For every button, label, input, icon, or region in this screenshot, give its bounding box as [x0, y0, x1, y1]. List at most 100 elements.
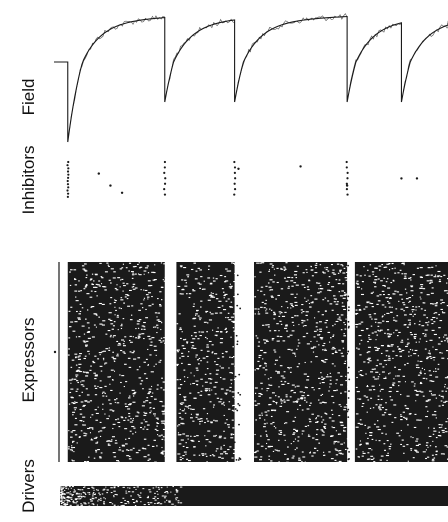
expressor-gap [445, 390, 447, 392]
expressor-gap [123, 385, 125, 388]
expressor-gap [89, 279, 92, 281]
expressor-gap [92, 362, 96, 364]
expressor-gap [439, 352, 442, 354]
expressor-gap [180, 439, 184, 441]
expressor-gap [73, 269, 77, 271]
expressor-gap [323, 451, 325, 453]
expressor-gap [184, 285, 188, 287]
expressor-gap [77, 356, 80, 358]
expressor-spike [236, 293, 239, 296]
expressor-gap [183, 396, 187, 398]
expressor-gap [385, 281, 388, 283]
expressor-gap [259, 435, 262, 437]
expressor-gap [233, 356, 235, 358]
expressor-gap [161, 453, 165, 455]
expressor-gap [328, 451, 331, 453]
expressor-gap [363, 308, 366, 310]
expressor-gap [160, 434, 163, 436]
expressor-gap [164, 276, 167, 279]
expressor-gap [128, 366, 132, 368]
expressor-gap [338, 460, 342, 462]
expressor-gap [120, 325, 123, 327]
expressor-gap [213, 419, 215, 421]
expressor-gap [218, 437, 222, 439]
expressor-gap [357, 422, 361, 424]
expressor-gap [322, 419, 325, 421]
expressor-gap [78, 313, 81, 315]
expressor-gap [280, 402, 283, 404]
driver-gap [81, 489, 84, 491]
expressor-gap [215, 369, 220, 371]
expressor-gap [180, 418, 184, 420]
expressor-gap [264, 419, 266, 421]
expressor-gap [141, 405, 145, 407]
expressor-gap [127, 408, 131, 410]
expressor-gap [294, 416, 297, 418]
expressor-gap [233, 313, 236, 315]
expressor-gap [280, 312, 283, 314]
expressor-gap [290, 304, 294, 306]
expressor-gap [233, 449, 236, 451]
expressor-gap [143, 438, 147, 440]
expressor-gap [182, 455, 185, 457]
expressor-gap [410, 279, 412, 281]
expressor-gap [422, 302, 425, 304]
expressor-gap [420, 298, 422, 300]
expressor-gap [360, 375, 364, 377]
inhibitor-spike [109, 184, 112, 187]
expressor-gap [86, 274, 88, 276]
inhibitor-spike [120, 191, 124, 194]
expressor-gap [423, 302, 426, 304]
expressor-gap [379, 300, 381, 302]
expressor-gap [187, 376, 189, 379]
expressor-gap [104, 362, 108, 364]
expressor-gap [444, 445, 448, 447]
expressor-gap [125, 405, 129, 408]
expressor-gap [80, 290, 82, 292]
expressor-gap [145, 294, 149, 296]
expressor-gap [338, 450, 342, 452]
expressor-gap [416, 366, 418, 369]
expressor-gap [197, 363, 200, 365]
expressor-gap [115, 309, 117, 311]
expressor-gap [115, 439, 117, 442]
expressor-gap [108, 399, 111, 401]
expressor-gap [189, 392, 192, 394]
expressor-gap [318, 344, 320, 346]
expressor-gap [276, 323, 279, 325]
inhibitor-burst-spike [234, 177, 237, 180]
expressor-gap [257, 403, 261, 405]
expressor-gap [323, 431, 325, 433]
expressor-gap [341, 341, 344, 343]
expressor-gap [176, 379, 179, 381]
expressor-gap [366, 302, 369, 304]
expressor-gap [445, 338, 448, 340]
expressor-gap [200, 418, 203, 420]
expressor-gap [87, 427, 90, 430]
driver-gap [133, 486, 136, 488]
expressor-gap [231, 457, 234, 459]
expressor-gap [311, 301, 314, 303]
expressor-gap [432, 356, 436, 358]
expressor-gap [224, 293, 228, 295]
expressor-gap [229, 390, 232, 392]
expressor-gap [74, 434, 78, 436]
expressor-gap [446, 337, 448, 339]
expressor-gap [388, 333, 393, 335]
expressor-gap [162, 422, 166, 424]
expressor-gap [74, 401, 76, 403]
expressor-gap [110, 334, 112, 336]
expressor-gap [355, 313, 357, 315]
expressor-gap [416, 419, 419, 421]
expressor-gap [206, 361, 209, 363]
expressor-gap [399, 294, 403, 296]
driver-gap [122, 497, 125, 499]
expressor-gap [429, 355, 432, 358]
expressor-gap [366, 301, 370, 303]
expressor-gap [156, 384, 159, 386]
expressor-gap [78, 336, 81, 338]
inhibitor-burst-spike [66, 164, 69, 167]
expressor-gap [381, 316, 383, 318]
expressor-gap [376, 359, 379, 361]
expressor-activity-block [254, 262, 348, 462]
